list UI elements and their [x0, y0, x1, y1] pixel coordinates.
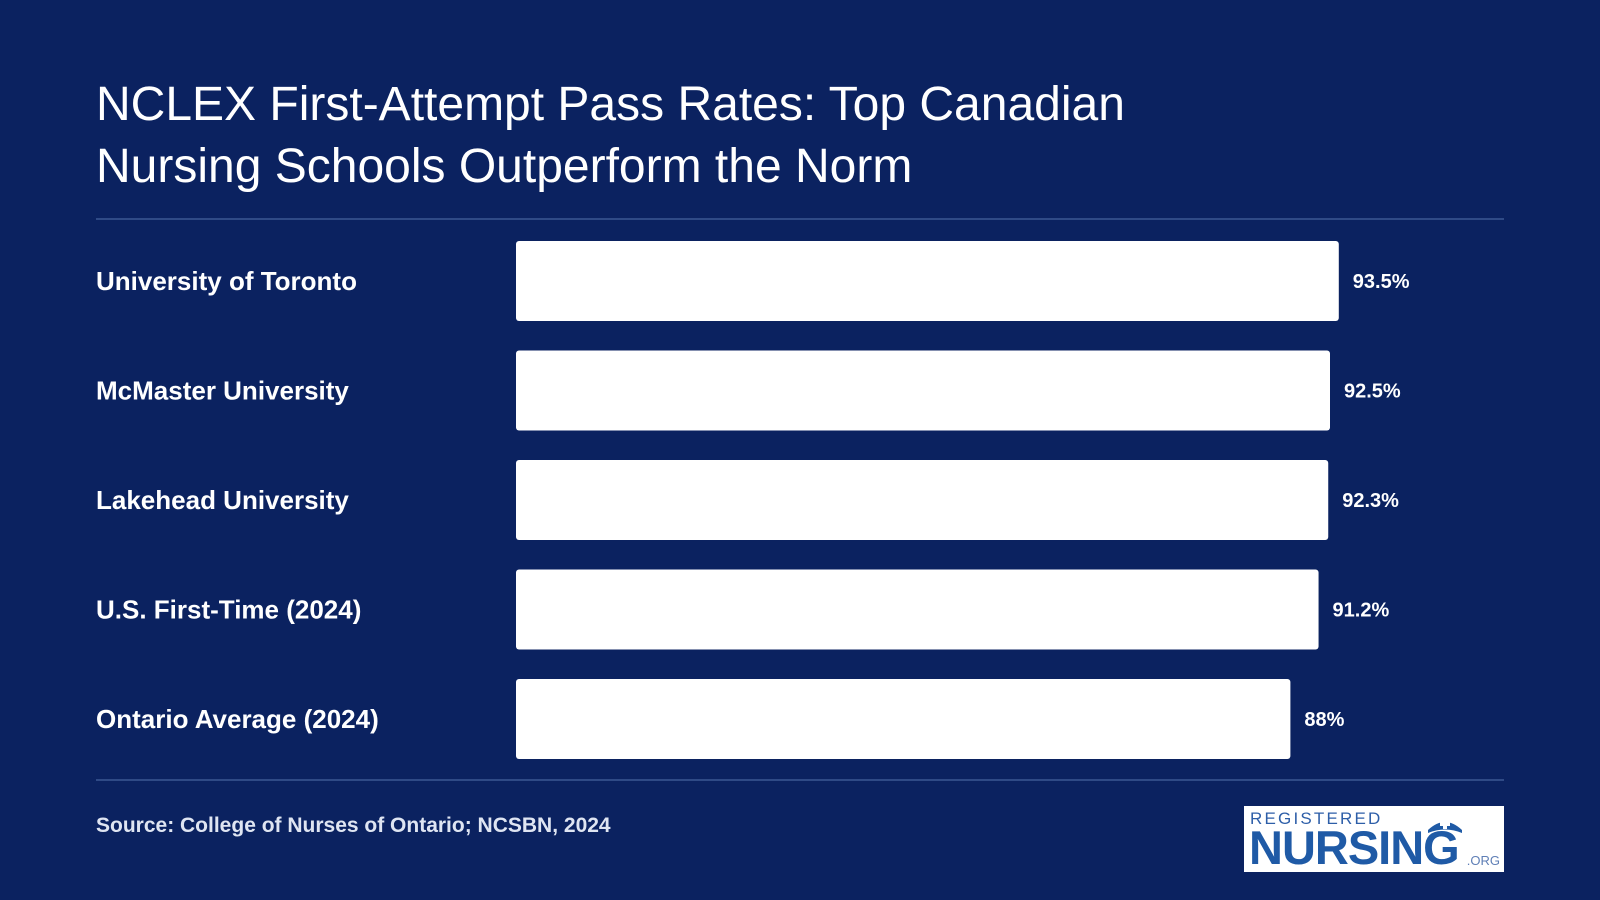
bar	[516, 460, 1329, 540]
category-label: McMaster University	[96, 376, 349, 406]
category-label: Lakehead University	[96, 485, 349, 515]
category-label: Ontario Average (2024)	[96, 704, 379, 734]
logo-nursing-text: NURSING	[1249, 821, 1460, 873]
source-note: Source: College of Nurses of Ontario; NC…	[96, 814, 611, 837]
registered-nursing-logo: REGISTERED NURSING .ORG	[1244, 806, 1504, 872]
chart-title-line-2: Nursing Schools Outperform the Norm	[96, 140, 913, 193]
value-label: 93.5%	[1353, 271, 1410, 293]
bar	[516, 241, 1339, 321]
category-label: University of Toronto	[96, 266, 357, 296]
nurse-cap-icon	[1428, 819, 1462, 833]
value-label: 91.2%	[1333, 600, 1390, 622]
value-label: 92.3%	[1342, 490, 1399, 512]
value-label: 92.5%	[1344, 381, 1401, 403]
chart-title: NCLEX First-Attempt Pass Rates: Top Cana…	[96, 74, 1296, 198]
logo-org-text: .ORG	[1466, 853, 1500, 868]
value-label: 88%	[1304, 709, 1344, 731]
bar	[516, 679, 1291, 759]
bottom-divider	[96, 779, 1504, 781]
bar	[516, 350, 1330, 431]
top-divider	[96, 218, 1504, 220]
bar	[516, 569, 1319, 650]
chart-title-line-1: NCLEX First-Attempt Pass Rates: Top Cana…	[96, 78, 1125, 131]
logo-registered-text: REGISTERED	[1250, 809, 1383, 828]
category-label: U.S. First-Time (2024)	[96, 595, 361, 625]
